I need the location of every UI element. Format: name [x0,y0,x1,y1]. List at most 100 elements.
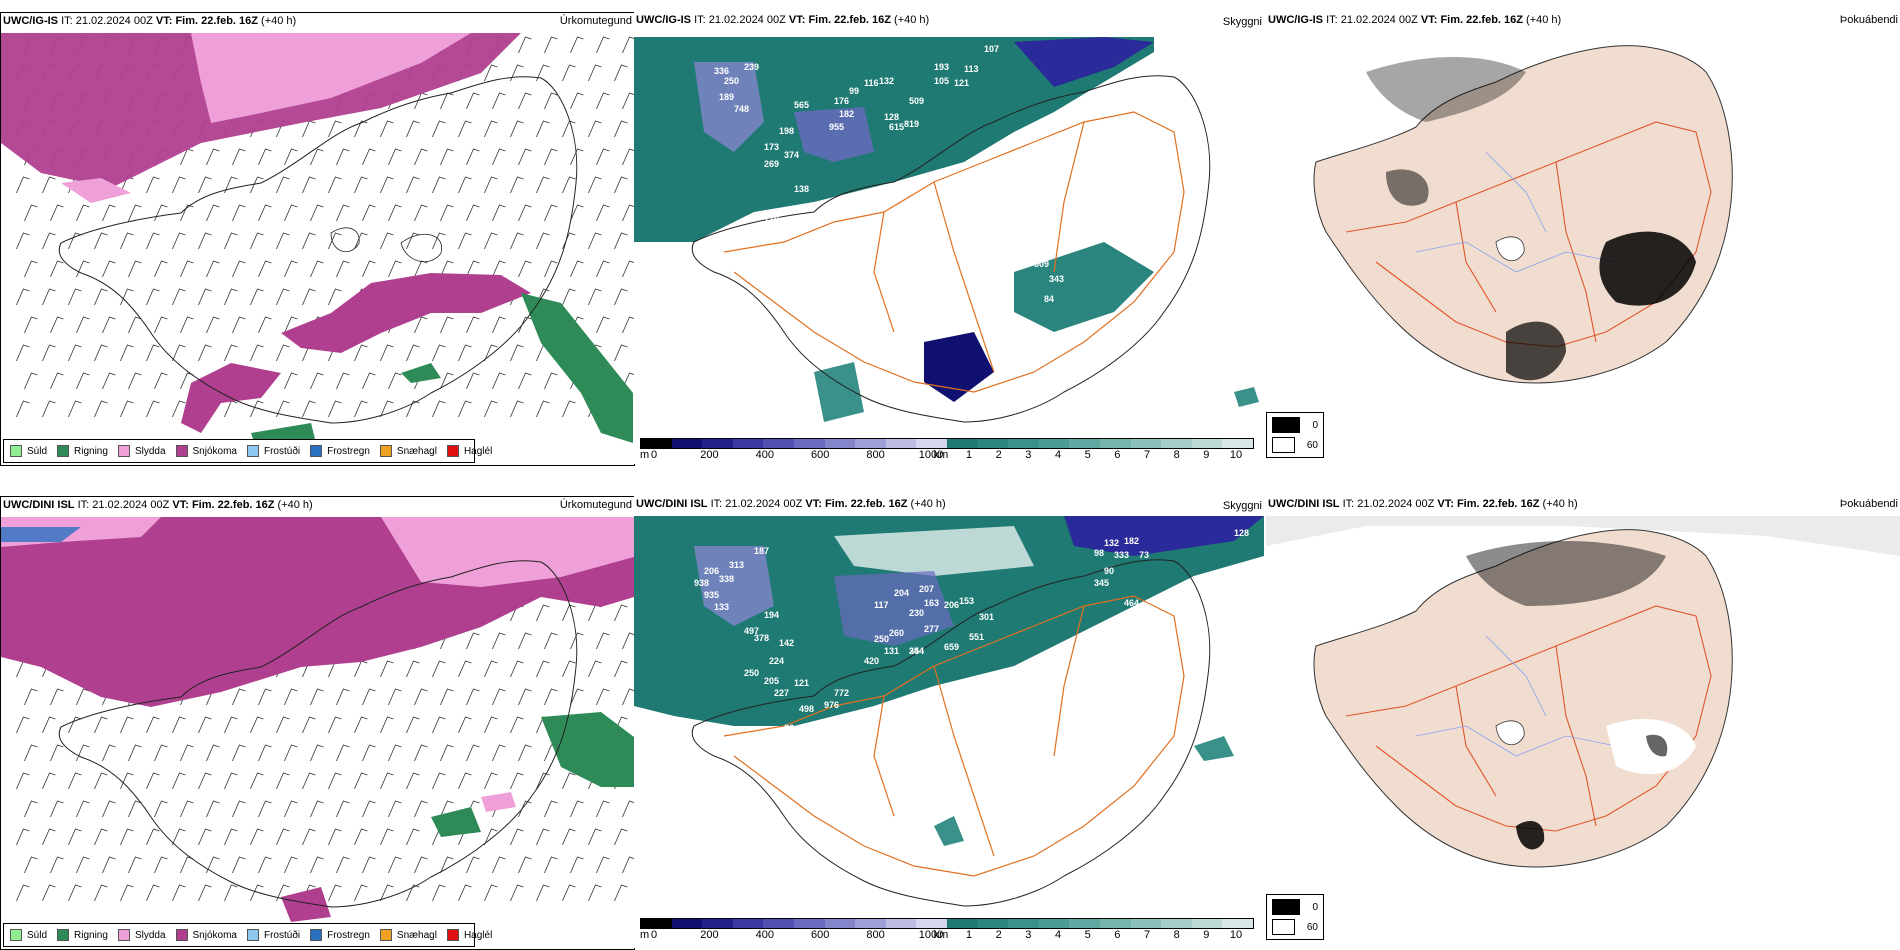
legend-item: Súld [10,445,47,457]
wind-barb [570,856,584,874]
wind-barb [284,148,298,166]
fog-legend-swatch [1272,417,1301,433]
visibility-value-label: 277 [924,624,939,634]
wind-barb [120,232,134,250]
legend-label: Frostúði [263,929,301,941]
legend-swatch [175,445,188,457]
wind-barb [68,232,82,250]
visibility-value-label: 615 [889,122,904,132]
wind-barb [42,884,56,902]
colorbar-swatch [885,439,917,448]
wind-barb [432,716,446,734]
visibility-value-label: 99 [849,86,859,96]
visibility-value-label: 227 [774,688,789,698]
wind-barb [232,744,246,762]
colorbar-swatch [1008,439,1039,448]
wind-barb [518,800,532,818]
wind-barb [588,64,602,82]
visibility-value-label: 250 [724,76,739,86]
visibility-value-label: 128 [884,112,899,122]
colorbar-swatch [1191,919,1223,928]
wind-barb [24,316,38,334]
wind-barb [24,372,38,390]
wind-barb [206,204,220,222]
wind-barb [232,688,246,706]
colorbar-swatch [1038,919,1070,928]
wind-barb [128,372,142,390]
visibility-value-label: 206 [704,566,719,576]
meter-tick-label: 0 [650,929,658,941]
wind-barb [414,856,428,874]
wind-barb [596,316,610,334]
colorbar-swatch [824,919,856,928]
wind-barb [250,772,264,790]
visibility-value-label: 193 [934,62,949,72]
wind-barb [310,688,324,706]
wind-barb [440,688,454,706]
wind-barb [258,204,272,222]
wind-barb [414,744,428,762]
wind-barb [172,716,186,734]
visibility-value-label: 196 [994,266,1009,276]
fog-legend-label: 0 [1312,419,1318,431]
wind-barb [466,632,480,650]
wind-barb [42,400,56,418]
wind-barb [146,884,160,902]
km-tick-label: 7 [1143,449,1151,461]
wind-barb [94,828,108,846]
wind-barb [102,204,116,222]
wind-barb [544,632,558,650]
wind-barb [388,260,402,278]
wind-barb [128,744,142,762]
wind-barb [354,232,368,250]
colorbar-swatch [885,919,917,928]
wind-barb [362,204,376,222]
wind-barb [510,772,524,790]
wind-barb [24,856,38,874]
wind-barb [284,316,298,334]
visibility-value-label: 141 [864,306,879,316]
colorbar-swatch [1099,919,1131,928]
colorbar-swatch [763,439,794,448]
fog-indicator-map [1313,45,1733,384]
wind-barb [570,800,584,818]
wind-barb [432,772,446,790]
visibility-value-label: 198 [779,126,794,136]
wind-barb [206,800,220,818]
wind-barb [406,232,420,250]
wind-barb [68,344,82,362]
km-tick-label: 8 [1173,449,1180,461]
wind-barb [406,660,420,678]
wind-barb [414,204,428,222]
colorbar-swatch [977,439,1009,448]
legend-swatch [246,445,259,457]
colorbar-swatch [671,919,703,928]
colorbar-swatch [855,439,886,448]
visibility-value-label: 345 [1094,578,1109,588]
legend-swatch [117,929,130,941]
wind-barb [258,800,272,818]
wind-barb [614,344,628,362]
wind-barb [146,344,160,362]
visibility-value-label: 133 [714,602,729,612]
wind-barb [154,800,168,818]
visibility-value-label: 153 [959,596,974,606]
wind-barb [518,632,532,650]
wind-barb [544,36,558,54]
colorbar-swatch [1222,919,1253,928]
visibility-value-label: 338 [719,574,734,584]
visibility-value-label: 142 [779,638,794,648]
wind-barb [258,688,272,706]
wind-barb [614,120,628,138]
wind-barb [232,856,246,874]
wind-barb [484,120,498,138]
wind-barb [406,716,420,734]
wind-barb [466,92,480,110]
colorbar-swatch [793,439,825,448]
wind-barb [354,716,368,734]
wind-barb [76,372,90,390]
wind-barb [536,884,550,902]
fog-legend-row: 0 [1272,417,1318,433]
wind-barb [544,204,558,222]
wind-barb [172,232,186,250]
